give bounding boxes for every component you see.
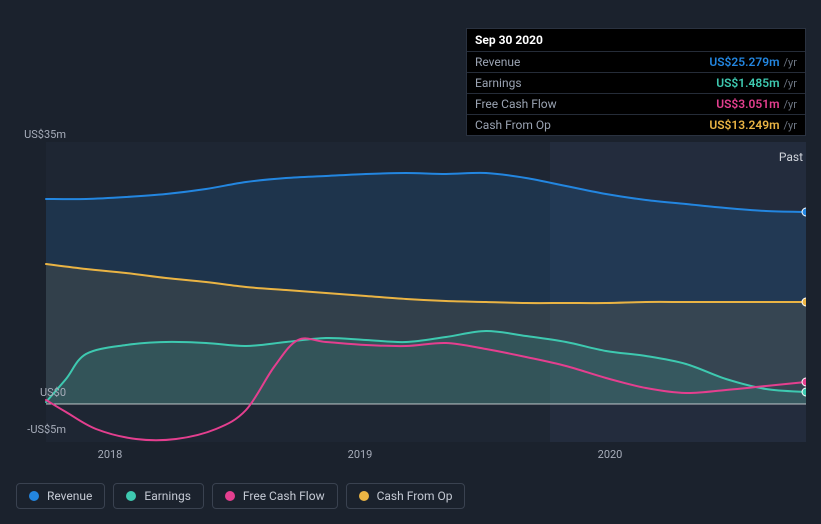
tooltip-row: RevenueUS$25.279m/yr — [467, 51, 805, 72]
tooltip-metric-unit: /yr — [784, 56, 797, 69]
tooltip-metric-value: US$1.485m — [716, 76, 779, 90]
legend-label: Cash From Op — [377, 489, 453, 503]
x-axis-tick-label: 2018 — [98, 448, 123, 461]
legend-item[interactable]: Free Cash Flow — [212, 483, 338, 509]
tooltip-row: EarningsUS$1.485m/yr — [467, 72, 805, 93]
legend-label: Free Cash Flow — [243, 489, 325, 503]
tooltip-metric-unit: /yr — [784, 98, 797, 111]
legend-label: Earnings — [144, 489, 191, 503]
legend-label: Revenue — [47, 489, 92, 503]
tooltip-metric-unit: /yr — [784, 119, 797, 132]
tooltip-metric-unit: /yr — [784, 77, 797, 90]
legend-item[interactable]: Earnings — [113, 483, 204, 509]
y-axis-tick-label: US$0 — [16, 386, 66, 399]
tooltip-row: Cash From OpUS$13.249m/yr — [467, 114, 805, 135]
tooltip-metric-value: US$13.249m — [709, 118, 779, 132]
tooltip-metric-label: Free Cash Flow — [475, 97, 716, 111]
financials-chart: US$35mUS$0-US$5m 201820192020 — [16, 142, 806, 442]
y-axis-tick-label: US$35m — [16, 128, 66, 141]
past-label: Past — [779, 150, 803, 164]
tooltip-metric-label: Revenue — [475, 55, 709, 69]
x-axis-tick-label: 2019 — [348, 448, 373, 461]
legend-item[interactable]: Cash From Op — [346, 483, 466, 509]
chart-svg — [16, 142, 806, 442]
y-axis-tick-label: -US$5m — [16, 423, 66, 436]
tooltip-metric-label: Cash From Op — [475, 118, 709, 132]
chart-tooltip: Sep 30 2020 RevenueUS$25.279m/yrEarnings… — [466, 28, 806, 136]
tooltip-metric-value: US$3.051m — [716, 97, 779, 111]
legend-item[interactable]: Revenue — [16, 483, 105, 509]
legend-swatch — [126, 491, 136, 501]
tooltip-date: Sep 30 2020 — [467, 29, 805, 51]
legend-swatch — [225, 491, 235, 501]
legend-swatch — [29, 491, 39, 501]
chart-legend: Revenue Earnings Free Cash Flow Cash From O… — [16, 483, 465, 509]
tooltip-metric-label: Earnings — [475, 76, 716, 90]
x-axis-tick-label: 2020 — [598, 448, 623, 461]
legend-swatch — [359, 491, 369, 501]
tooltip-row: Free Cash FlowUS$3.051m/yr — [467, 93, 805, 114]
tooltip-metric-value: US$25.279m — [709, 55, 779, 69]
